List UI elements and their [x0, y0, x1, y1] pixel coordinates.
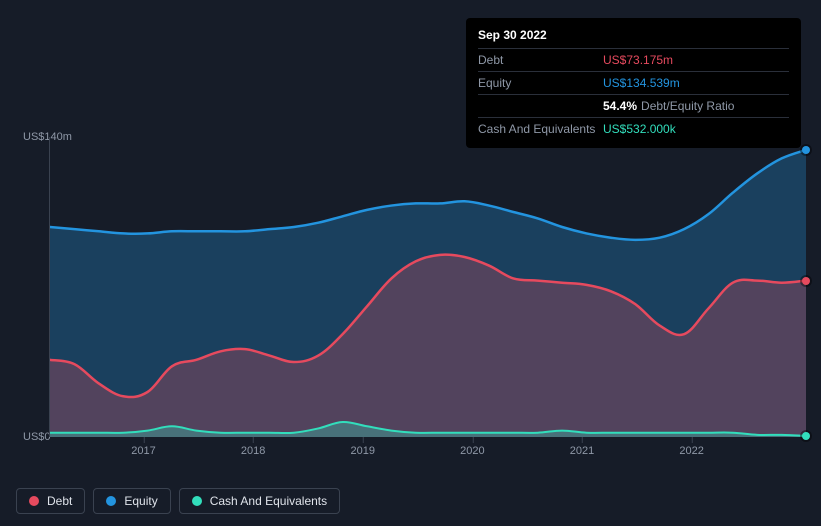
legend-label: Cash And Equivalents — [210, 494, 327, 508]
tooltip-date: Sep 30 2022 — [478, 26, 789, 48]
legend-swatch — [192, 496, 202, 506]
legend-item-cash[interactable]: Cash And Equivalents — [179, 488, 340, 514]
legend-swatch — [106, 496, 116, 506]
legend-label: Equity — [124, 494, 157, 508]
legend-label: Debt — [47, 494, 72, 508]
legend-swatch — [29, 496, 39, 506]
chart-legend: Debt Equity Cash And Equivalents — [16, 488, 340, 514]
debt-equity-chart: US$140mUS$0 201720182019202020212022 — [16, 125, 805, 465]
plot-area[interactable] — [49, 137, 805, 437]
x-axis-labels: 201720182019202020212022 — [49, 445, 805, 465]
series-svg — [50, 137, 806, 437]
legend-item-debt[interactable]: Debt — [16, 488, 85, 514]
legend-item-equity[interactable]: Equity — [93, 488, 170, 514]
